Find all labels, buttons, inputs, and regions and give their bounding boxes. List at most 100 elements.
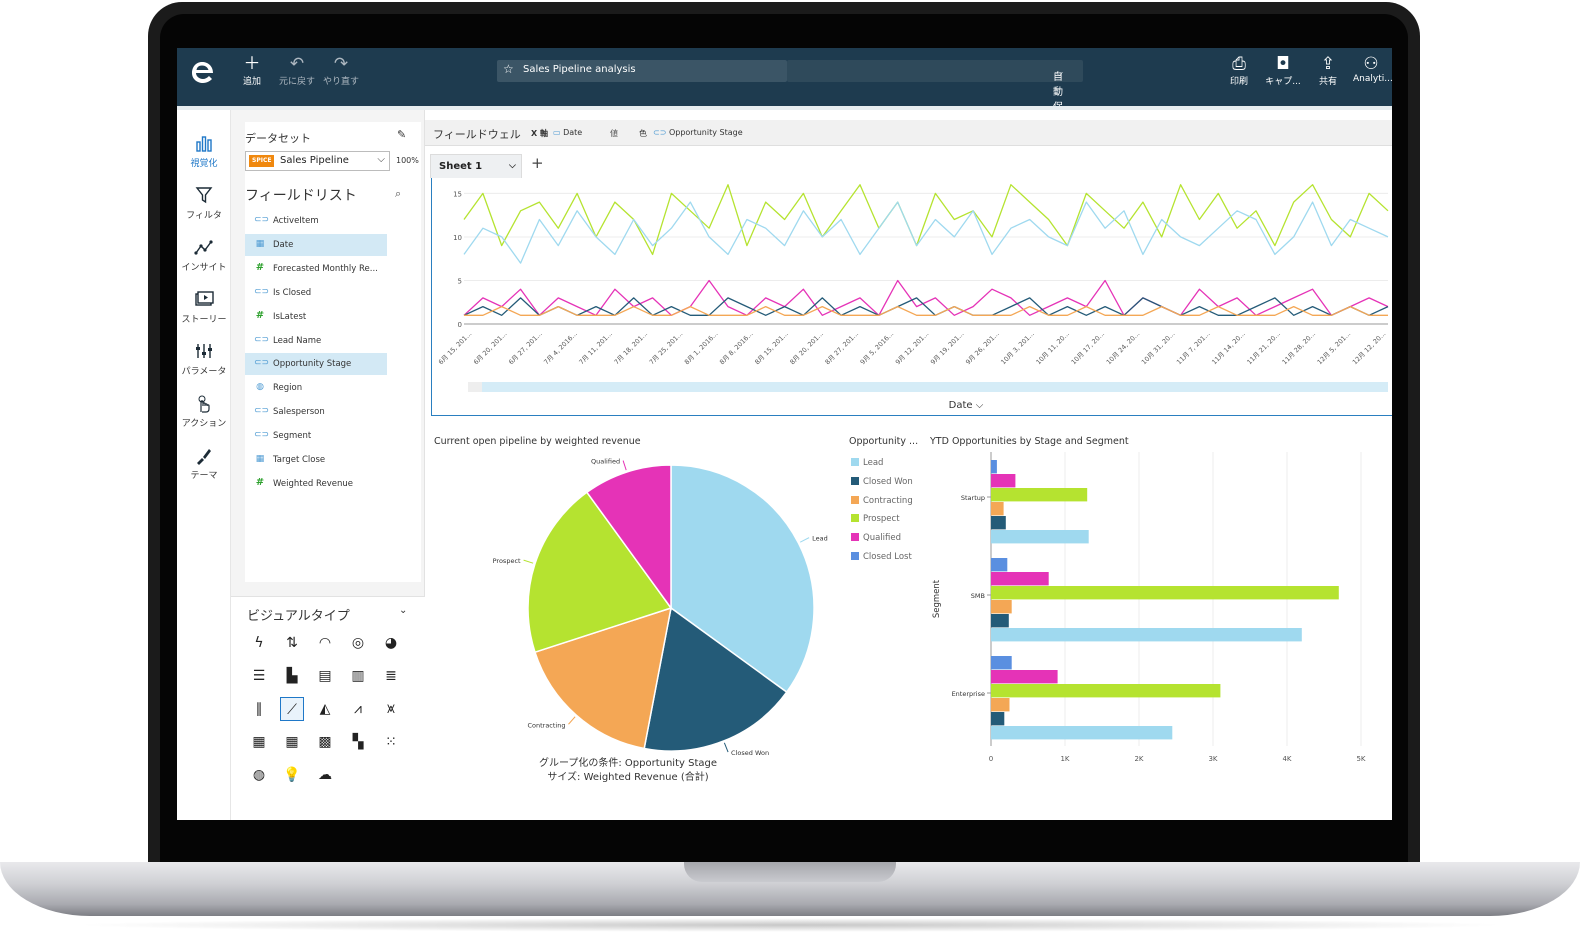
dataset-select[interactable]: SPICE Sales Pipeline ⌵ bbox=[245, 151, 390, 171]
field-item[interactable]: # IsLatest bbox=[245, 306, 387, 328]
bar-closed-lost[interactable] bbox=[991, 558, 1008, 572]
gauge-icon[interactable]: ◠ bbox=[318, 635, 332, 651]
legend-item[interactable]: Lead bbox=[851, 458, 883, 468]
field-item[interactable]: ⊂⊃ Salesperson bbox=[245, 401, 387, 423]
table-icon[interactable]: ▦ bbox=[285, 734, 299, 750]
nav-story[interactable]: ストーリー bbox=[177, 290, 231, 325]
bar-closed-won[interactable] bbox=[991, 516, 1006, 530]
legend-item[interactable]: Contracting bbox=[851, 495, 913, 506]
pie-icon[interactable]: ◕ bbox=[384, 635, 398, 651]
color-well[interactable]: ⊂⊃ Opportunity Stage bbox=[653, 128, 743, 137]
legend-item[interactable]: Closed Won bbox=[851, 476, 913, 487]
bar-chart-visual[interactable]: YTD Opportunities by Stage and Segment 0… bbox=[927, 428, 1389, 798]
analysis-title-box[interactable]: ☆ Sales Pipeline analysis bbox=[497, 60, 787, 82]
pie-slice-lead[interactable] bbox=[670, 464, 815, 694]
bar-qualified[interactable] bbox=[991, 474, 1016, 488]
pie-chart-visual[interactable]: Current open pipeline by weighted revenu… bbox=[431, 428, 841, 798]
pivot-table-icon[interactable]: ▦ bbox=[252, 734, 266, 750]
line-chart-visual[interactable]: 0 5 10 15 6月 15, 201... 6月 20, 201... 6月 27, 2… bbox=[431, 178, 1392, 416]
redo-button[interactable]: ↷ やり直す bbox=[321, 54, 361, 87]
bar-lead[interactable] bbox=[991, 628, 1302, 642]
bar-closed-won[interactable] bbox=[991, 614, 1009, 628]
field-item[interactable]: ⊂⊃ ActiveItem bbox=[245, 210, 387, 232]
undo-button[interactable]: ↶ 元に戻す bbox=[277, 54, 317, 87]
donut-icon[interactable]: ◎ bbox=[351, 635, 365, 651]
insight-icon[interactable]: 💡 bbox=[283, 767, 301, 783]
field-item[interactable]: ▦ Target Close bbox=[245, 449, 387, 471]
field-item[interactable]: # Forecasted Monthly Re... bbox=[245, 258, 387, 280]
x-axis-title[interactable]: Date ⌵ bbox=[949, 400, 984, 411]
add-button[interactable]: ＋ 追加 bbox=[241, 54, 263, 87]
tree-map-icon[interactable]: ▚ bbox=[352, 734, 364, 750]
scrollbar-handle[interactable] bbox=[468, 382, 482, 392]
bar-prospect[interactable] bbox=[991, 586, 1339, 600]
scatter-plot-icon[interactable]: ⁙ bbox=[385, 734, 397, 750]
nav-insight[interactable]: インサイト bbox=[177, 238, 231, 273]
bar-closed-lost[interactable] bbox=[991, 460, 997, 474]
share-button[interactable]: ⇪ 共有 bbox=[1317, 54, 1339, 87]
bar-qualified[interactable] bbox=[991, 670, 1058, 684]
pie-slice-contracting[interactable] bbox=[534, 606, 672, 750]
stacked-column-icon[interactable]: ▥ bbox=[351, 668, 365, 684]
legend-item[interactable]: Prospect bbox=[851, 514, 900, 524]
value-well-label[interactable]: 値 bbox=[610, 129, 618, 138]
bar-qualified[interactable] bbox=[991, 572, 1049, 586]
x-axis-well[interactable]: ▭ Date bbox=[553, 128, 582, 137]
area-chart-icon[interactable]: ◭ bbox=[319, 701, 331, 717]
line-series-contracting[interactable] bbox=[464, 305, 1388, 316]
heat-map-icon[interactable]: ▩ bbox=[318, 734, 332, 750]
collapse-chevron-icon[interactable]: ⌄ bbox=[399, 605, 408, 616]
bar-closed-won[interactable] bbox=[991, 712, 1005, 726]
add-sheet-button[interactable]: + bbox=[531, 154, 544, 172]
legend-item[interactable]: Qualified bbox=[851, 533, 901, 543]
app-logo-icon[interactable] bbox=[189, 58, 217, 86]
line-series-closed-won[interactable] bbox=[463, 297, 1389, 316]
word-cloud-icon[interactable]: ☁ bbox=[318, 767, 332, 783]
line-chart-icon[interactable]: ⟋ bbox=[280, 697, 304, 721]
stacked-100-bar-icon[interactable]: ≣ bbox=[385, 668, 397, 684]
bar-closed-lost[interactable] bbox=[991, 656, 1012, 670]
nav-themes[interactable]: テーマ bbox=[177, 446, 231, 481]
field-item[interactable]: ⊂⊃ Opportunity Stage bbox=[245, 353, 387, 376]
nav-visualize[interactable]: 視覚化 bbox=[177, 134, 231, 169]
kpi-icon[interactable]: ⇅ bbox=[286, 635, 298, 651]
field-item[interactable]: # Weighted Revenue bbox=[245, 473, 387, 495]
line-series-prospect[interactable] bbox=[463, 184, 1389, 256]
bar-prospect[interactable] bbox=[991, 488, 1088, 502]
line-series-qualified[interactable] bbox=[463, 279, 1389, 316]
autograph-icon[interactable]: ϟ bbox=[254, 635, 264, 651]
line-series-lead[interactable] bbox=[463, 201, 1389, 264]
bar-prospect[interactable] bbox=[991, 684, 1221, 698]
print-button[interactable]: ⎙ 印刷 bbox=[1227, 54, 1251, 87]
bar-lead[interactable] bbox=[991, 726, 1173, 740]
autosave-toggle[interactable]: 自動保存がオン ⌵ bbox=[787, 60, 1083, 173]
bar-contracting[interactable] bbox=[991, 600, 1012, 614]
pie-slice-qualified[interactable] bbox=[585, 464, 672, 611]
geo-map-icon[interactable]: ◍ bbox=[252, 767, 266, 783]
horizontal-bar-icon[interactable]: ☰ bbox=[252, 668, 266, 684]
edit-dataset-pencil-icon[interactable]: ✎ bbox=[397, 128, 407, 141]
field-item[interactable]: ▦ Date bbox=[245, 233, 387, 256]
stacked-bar-icon[interactable]: ▤ bbox=[318, 668, 332, 684]
vertical-bar-icon[interactable]: ▙ bbox=[286, 668, 298, 684]
user-menu-button[interactable]: ⚇ Analyti... bbox=[1353, 54, 1392, 84]
field-item[interactable]: ⊂⊃ Segment bbox=[245, 425, 387, 447]
nav-actions[interactable]: アクション bbox=[177, 394, 231, 429]
field-item[interactable]: ⊂⊃ Is Closed bbox=[245, 282, 387, 304]
search-icon[interactable]: ⌕ bbox=[395, 187, 402, 200]
combo-line-icon[interactable]: ⩙ bbox=[387, 701, 395, 717]
pie-slice-prospect[interactable] bbox=[527, 491, 673, 654]
star-icon[interactable]: ☆ bbox=[503, 62, 514, 76]
capture-button[interactable]: ◘ キャプ... bbox=[1265, 54, 1301, 87]
stacked-100-column-icon[interactable]: ∥ bbox=[255, 701, 263, 717]
field-item[interactable]: ◍ Region bbox=[245, 377, 387, 399]
x-scrollbar[interactable] bbox=[468, 382, 1388, 392]
nav-parameters[interactable]: パラメータ bbox=[177, 342, 231, 377]
pie-slice-closed-won[interactable] bbox=[643, 606, 788, 752]
field-item[interactable]: ⊂⊃ Lead Name bbox=[245, 330, 387, 352]
tab-sheet-1[interactable]: Sheet 1 ⌵ bbox=[430, 154, 522, 178]
bar-lead[interactable] bbox=[991, 530, 1089, 544]
nav-filter[interactable]: フィルタ bbox=[177, 186, 231, 221]
bar-contracting[interactable] bbox=[991, 502, 1004, 516]
legend-item[interactable]: Closed Lost bbox=[851, 552, 912, 562]
